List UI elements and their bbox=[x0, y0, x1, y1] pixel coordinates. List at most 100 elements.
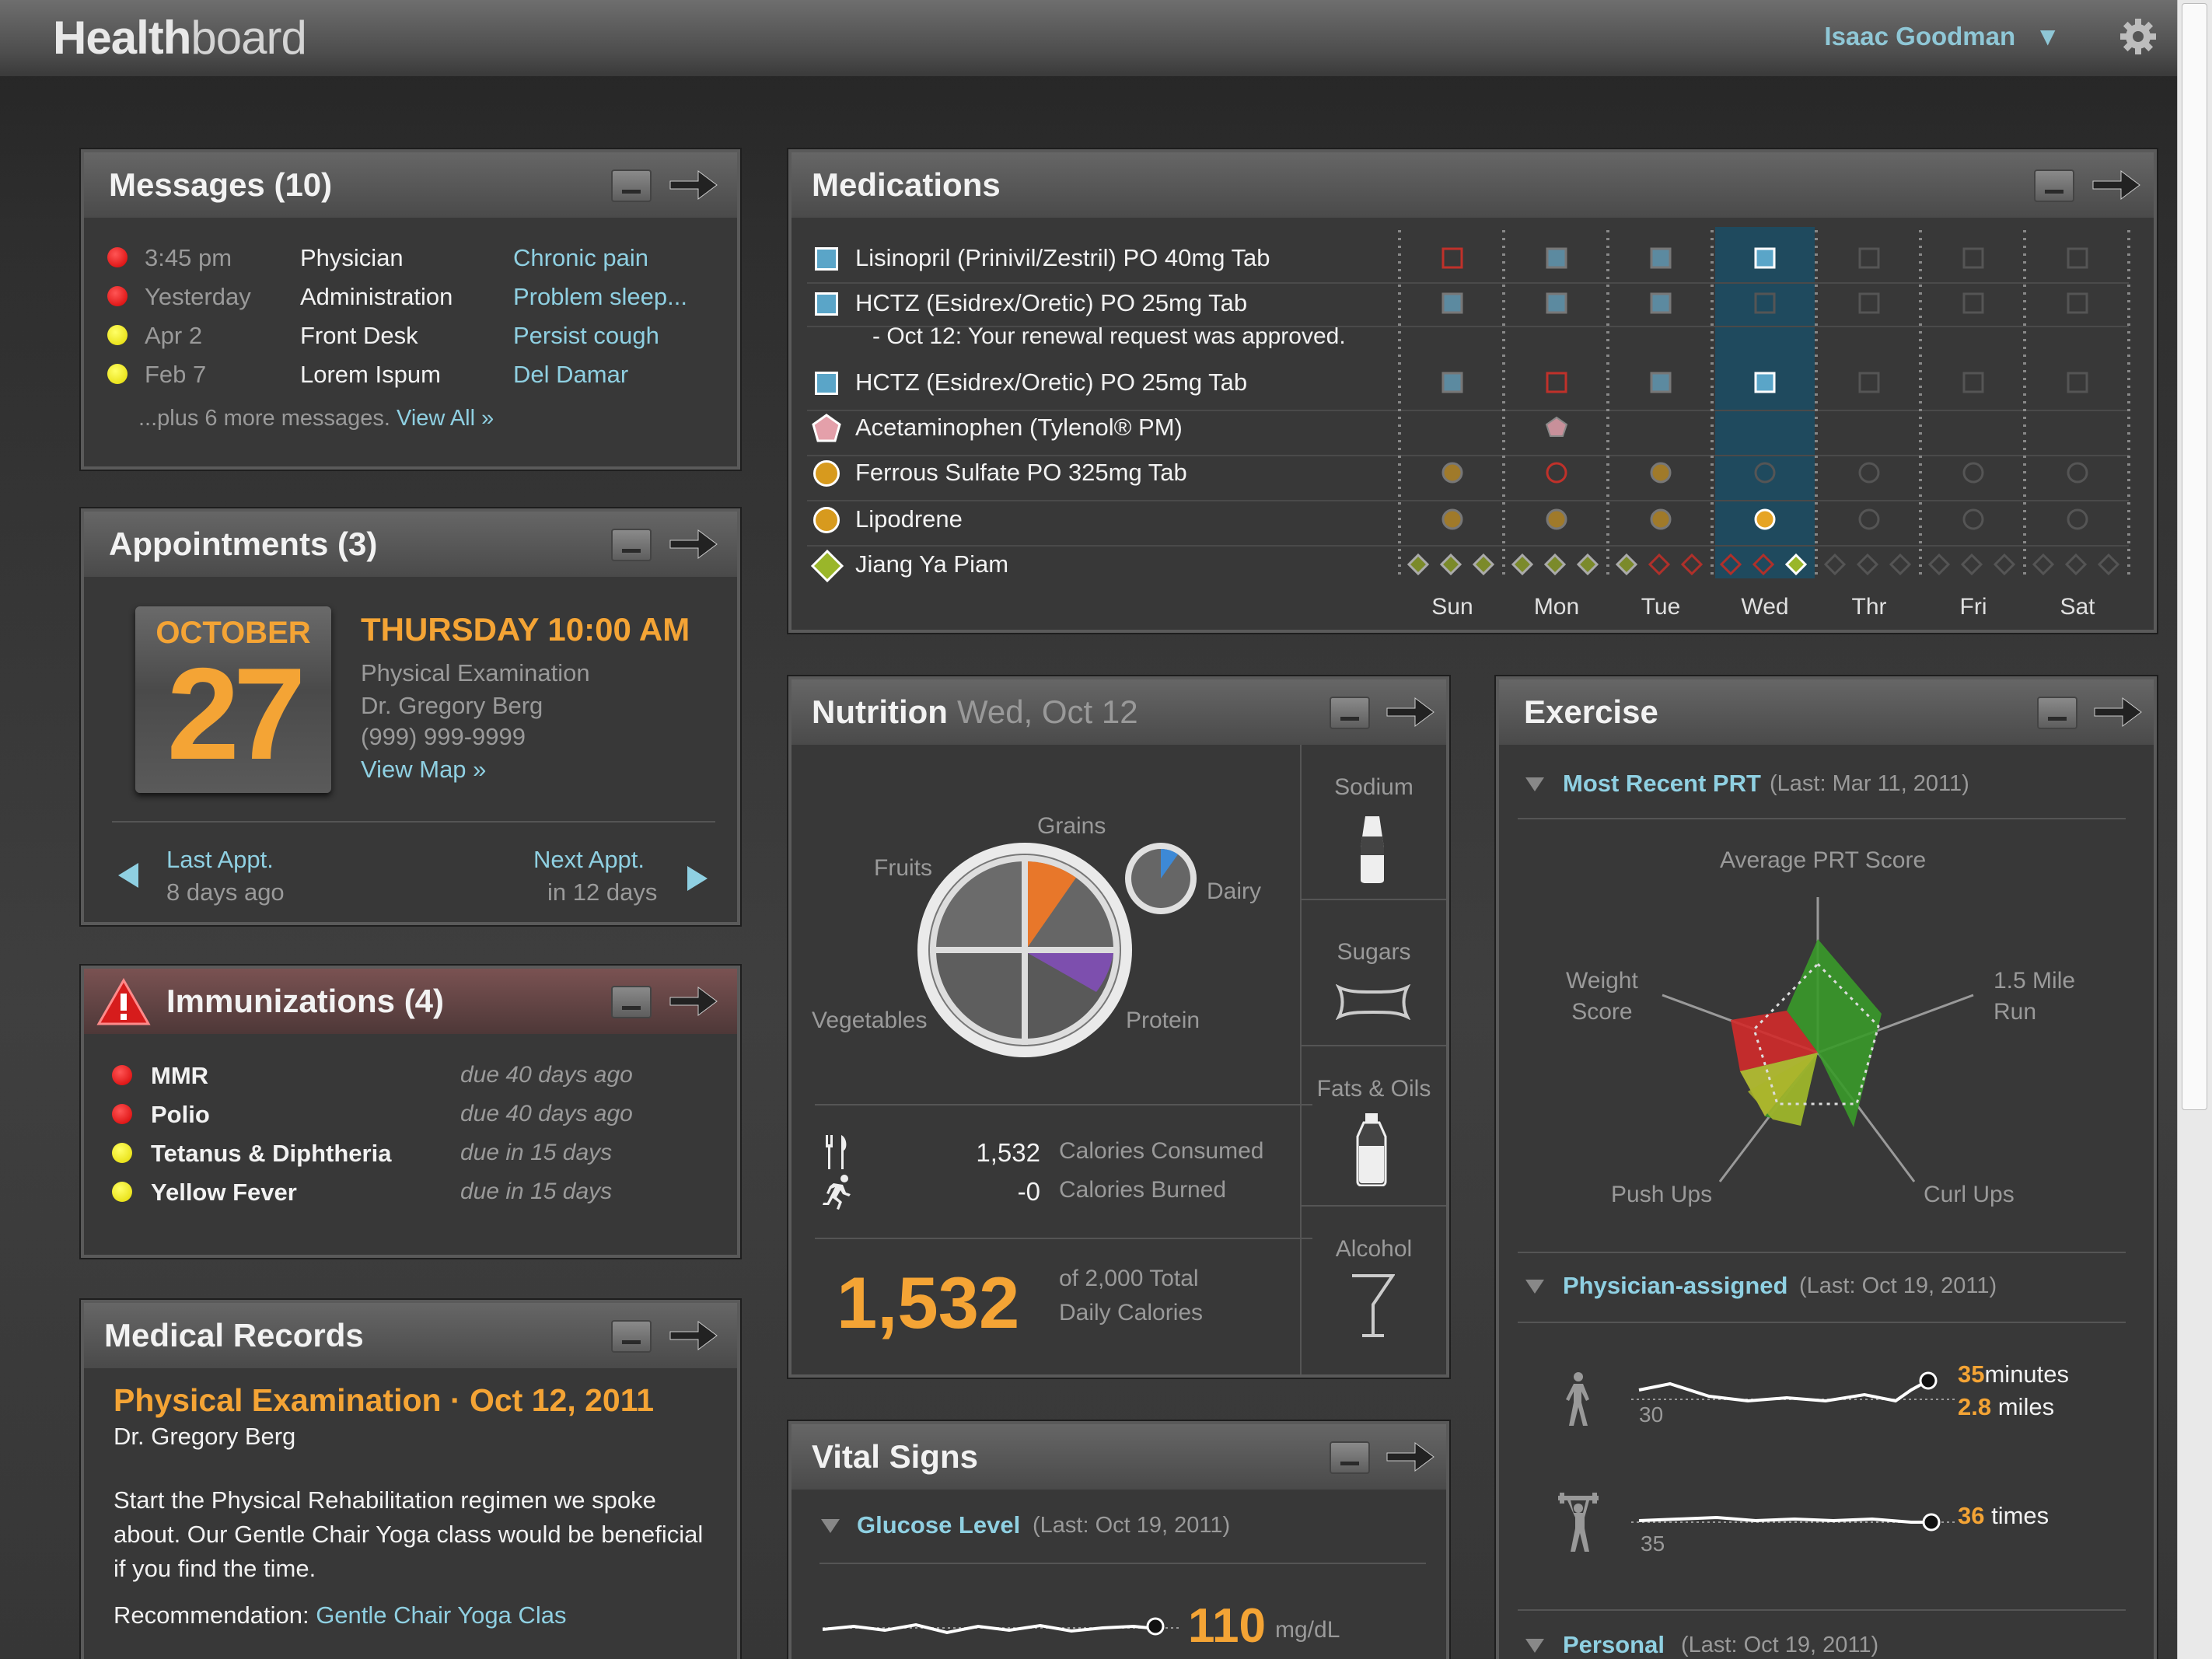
personal-section-title[interactable]: Personal bbox=[1563, 1631, 1665, 1658]
view-map-link[interactable]: View Map » bbox=[361, 756, 487, 783]
minimize-button[interactable] bbox=[611, 529, 652, 561]
dose-marker[interactable] bbox=[1439, 553, 1462, 576]
medication-name[interactable]: Lisinopril (Prinivil/Zestril) PO 40mg Ta… bbox=[855, 244, 1270, 271]
dose-marker[interactable] bbox=[1784, 553, 1808, 576]
dose-marker[interactable] bbox=[1546, 247, 1567, 269]
immunization-name[interactable]: MMR bbox=[151, 1062, 209, 1089]
medication-name[interactable]: Ferrous Sulfate PO 325mg Tab bbox=[855, 459, 1187, 486]
immunization-name[interactable]: Polio bbox=[151, 1101, 210, 1128]
dose-marker[interactable] bbox=[1962, 372, 1984, 393]
minimize-button[interactable] bbox=[1330, 697, 1370, 729]
user-menu[interactable]: Isaac Goodman ▼ bbox=[1824, 22, 2060, 51]
dose-marker[interactable] bbox=[1511, 553, 1534, 576]
dose-marker[interactable] bbox=[1858, 372, 1880, 393]
dose-marker[interactable] bbox=[2067, 462, 2088, 484]
expand-arrow-icon[interactable] bbox=[669, 1318, 718, 1353]
dose-marker[interactable] bbox=[1576, 553, 1599, 576]
dose-marker[interactable] bbox=[1650, 247, 1672, 269]
oil-bottle-icon[interactable] bbox=[1353, 1112, 1390, 1186]
dose-marker[interactable] bbox=[1650, 462, 1672, 484]
expand-arrow-icon[interactable] bbox=[669, 984, 718, 1018]
minimize-button[interactable] bbox=[611, 986, 652, 1018]
dose-marker[interactable] bbox=[1650, 372, 1672, 393]
record-heading[interactable]: Physical Examination · Oct 12, 2011 bbox=[114, 1382, 655, 1418]
dose-marker[interactable] bbox=[2067, 247, 2088, 269]
dose-marker[interactable] bbox=[1441, 292, 1463, 314]
dose-marker[interactable] bbox=[1615, 553, 1638, 576]
dose-marker[interactable] bbox=[2067, 508, 2088, 530]
dose-marker[interactable] bbox=[1754, 247, 1776, 269]
message-subject-link[interactable]: Problem sleep... bbox=[513, 283, 687, 310]
message-subject-link[interactable]: Persist cough bbox=[513, 322, 659, 349]
dose-marker[interactable] bbox=[1889, 553, 1912, 576]
dose-marker[interactable] bbox=[1858, 462, 1880, 484]
medication-name[interactable]: Jiang Ya Piam bbox=[855, 550, 1009, 578]
dose-marker[interactable] bbox=[1754, 292, 1776, 314]
dose-marker[interactable] bbox=[1650, 508, 1672, 530]
immunization-name[interactable]: Tetanus & Diphtheria bbox=[151, 1140, 392, 1167]
dose-marker[interactable] bbox=[2032, 553, 2055, 576]
expand-arrow-icon[interactable] bbox=[669, 168, 718, 202]
dose-marker[interactable] bbox=[1962, 508, 1984, 530]
recommendation-link[interactable]: Gentle Chair Yoga Clas bbox=[316, 1601, 567, 1629]
view-all-link[interactable]: View All » bbox=[397, 406, 494, 431]
dose-marker[interactable] bbox=[1441, 508, 1463, 530]
dose-marker[interactable] bbox=[1962, 247, 1984, 269]
dose-marker[interactable] bbox=[1441, 372, 1463, 393]
dose-marker[interactable] bbox=[1858, 247, 1880, 269]
medication-name[interactable]: Acetaminophen (Tylenol® PM) bbox=[855, 414, 1183, 441]
minimize-button[interactable] bbox=[611, 169, 652, 202]
next-appointment-button[interactable]: Next Appt. in 12 days bbox=[519, 838, 722, 908]
dose-marker[interactable] bbox=[1754, 508, 1776, 530]
dose-marker[interactable] bbox=[1752, 553, 1775, 576]
dose-marker[interactable] bbox=[1472, 553, 1495, 576]
medication-name[interactable]: HCTZ (Esidrex/Oretic) PO 25mg Tab bbox=[855, 368, 1248, 396]
dose-marker[interactable] bbox=[1407, 553, 1430, 576]
dose-marker[interactable] bbox=[1823, 553, 1847, 576]
dose-marker[interactable] bbox=[2067, 372, 2088, 393]
immunization-name[interactable]: Yellow Fever bbox=[151, 1179, 297, 1206]
collapse-triangle-icon[interactable] bbox=[1524, 1637, 1546, 1654]
dose-marker[interactable] bbox=[1441, 247, 1463, 269]
message-subject-link[interactable]: Del Damar bbox=[513, 361, 629, 388]
previous-appointment-button[interactable]: Last Appt. 8 days ago bbox=[107, 838, 285, 908]
dose-marker[interactable] bbox=[2064, 553, 2088, 576]
medication-name[interactable]: Lipodrene bbox=[855, 505, 963, 533]
collapse-triangle-icon[interactable] bbox=[819, 1518, 841, 1535]
salt-shaker-icon[interactable] bbox=[1351, 813, 1393, 885]
expand-arrow-icon[interactable] bbox=[1386, 695, 1435, 729]
dose-marker[interactable] bbox=[1858, 508, 1880, 530]
candy-icon[interactable] bbox=[1336, 984, 1410, 1020]
prt-section-title[interactable]: Most Recent PRT bbox=[1563, 770, 1761, 797]
dose-marker[interactable] bbox=[1962, 292, 1984, 314]
dose-marker[interactable] bbox=[1680, 553, 1704, 576]
glucose-section-title[interactable]: Glucose Level bbox=[857, 1511, 1021, 1539]
dose-marker[interactable] bbox=[1754, 372, 1776, 393]
minimize-button[interactable] bbox=[2034, 169, 2074, 202]
prt-radar-chart[interactable] bbox=[1631, 874, 2004, 1200]
dose-marker[interactable] bbox=[1650, 292, 1672, 314]
medication-name[interactable]: HCTZ (Esidrex/Oretic) PO 25mg Tab bbox=[855, 289, 1248, 316]
dose-marker[interactable] bbox=[1993, 553, 2016, 576]
dose-marker[interactable] bbox=[1545, 416, 1568, 437]
expand-arrow-icon[interactable] bbox=[2091, 168, 2141, 202]
gear-icon[interactable] bbox=[2119, 17, 2158, 56]
expand-arrow-icon[interactable] bbox=[669, 527, 718, 561]
app-logo[interactable]: Healthboard bbox=[53, 12, 307, 64]
dose-marker[interactable] bbox=[1543, 553, 1567, 576]
collapse-triangle-icon[interactable] bbox=[1524, 1278, 1546, 1295]
collapse-triangle-icon[interactable] bbox=[1524, 776, 1546, 793]
dose-marker[interactable] bbox=[1858, 292, 1880, 314]
dose-marker[interactable] bbox=[1441, 462, 1463, 484]
dose-marker[interactable] bbox=[1546, 372, 1567, 393]
minimize-button[interactable] bbox=[1330, 1441, 1370, 1474]
food-plate-chart[interactable] bbox=[916, 835, 1227, 1060]
dose-marker[interactable] bbox=[1856, 553, 1879, 576]
dose-marker[interactable] bbox=[1546, 508, 1567, 530]
expand-arrow-icon[interactable] bbox=[2093, 695, 2143, 729]
dose-marker[interactable] bbox=[2097, 553, 2120, 576]
martini-glass-icon[interactable] bbox=[1350, 1273, 1395, 1342]
dose-marker[interactable] bbox=[1719, 553, 1742, 576]
dose-marker[interactable] bbox=[1648, 553, 1671, 576]
scrollbar-thumb[interactable] bbox=[2182, 3, 2207, 1110]
